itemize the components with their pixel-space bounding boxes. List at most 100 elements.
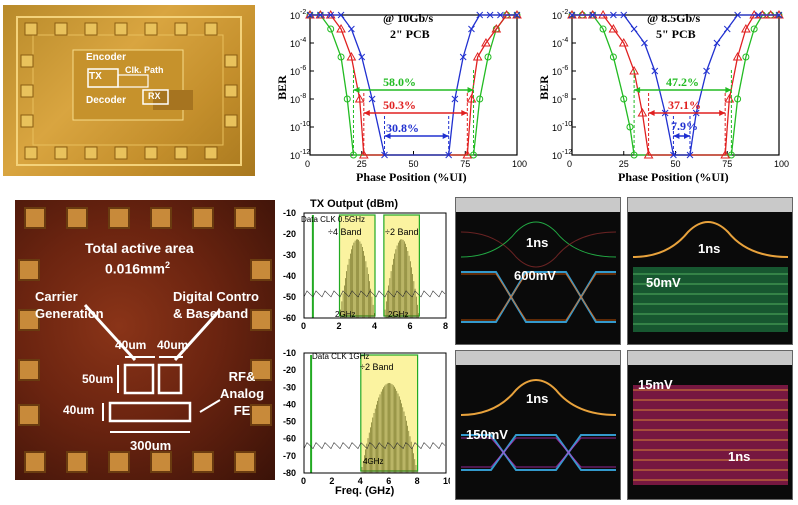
spectrum-svg: -10 -20 -30 -40 -50 -60 0 2 4 6 8 -10 -20 -30 -40 -50 -6… — [283, 208, 453, 486]
scope4-amp: 15mV — [638, 377, 673, 392]
scope3-amp: 150mV — [466, 427, 508, 442]
scope4-time: 1ns — [728, 449, 751, 464]
noise-floor — [303, 442, 446, 450]
chip-label-rx: RX — [148, 91, 161, 101]
ber2-ylabel: BER — [536, 75, 551, 100]
die-dim-300: 300um — [130, 438, 172, 453]
eye-diagram-50mv — [632, 221, 789, 332]
arrow-head-right — [461, 110, 468, 116]
data-point — [368, 95, 376, 103]
x-tick-label: 10 — [443, 476, 450, 486]
data-point — [476, 95, 484, 103]
die-photo-graphic — [18, 207, 272, 473]
scope-panel-1: 1ns 600mV — [455, 197, 621, 345]
y-tick-label: 10 — [290, 67, 300, 77]
y-tick-label: 10 — [290, 39, 300, 49]
x-tick-label: 0 — [305, 159, 310, 169]
x-tick-label: 50 — [671, 159, 681, 169]
data-point — [775, 11, 783, 19]
spectrum2-band-label: ÷2 Band — [360, 362, 394, 372]
y-tick-label: -10 — [283, 208, 296, 218]
data-point — [620, 11, 628, 19]
data-point — [734, 11, 741, 19]
data-point — [720, 149, 731, 159]
y-tick-exp: -10 — [300, 121, 310, 128]
data-point — [484, 53, 492, 61]
data-point — [346, 51, 357, 61]
data-point — [599, 25, 607, 33]
data-point — [741, 23, 751, 33]
arrow-head-right — [442, 133, 449, 139]
data-point — [481, 37, 491, 47]
x-tick-label: 0 — [301, 476, 306, 486]
spectrum1-band2-width: 2GHz — [388, 310, 409, 319]
data-point — [618, 37, 629, 47]
y-tick-exp: -4 — [300, 37, 306, 44]
y-tick-exp: -2 — [562, 9, 568, 16]
y-tick-exp: -12 — [300, 149, 310, 156]
die-area-label: Total active area — [85, 240, 194, 256]
data-point — [343, 95, 351, 103]
data-point — [337, 11, 345, 19]
y-tick-exp: -10 — [562, 121, 572, 128]
spectrum-title: TX Output (dBm) — [310, 198, 398, 210]
data-point — [462, 149, 473, 159]
arrow-head-left — [353, 87, 360, 93]
y-tick-label: 10 — [290, 151, 300, 161]
data-point — [626, 123, 634, 131]
y-tick-label: -50 — [283, 292, 296, 302]
x-tick-label: 100 — [774, 159, 789, 169]
x-tick-label: 2 — [337, 321, 342, 331]
data-point — [643, 149, 654, 159]
data-point — [670, 151, 677, 159]
ber1-opening-blue: 30.8% — [386, 121, 419, 135]
data-point — [732, 51, 743, 61]
data-point — [445, 151, 453, 159]
y-tick-label: 10 — [552, 39, 562, 49]
y-tick-label: 10 — [552, 11, 562, 21]
y-tick-label: -60 — [283, 434, 296, 444]
y-tick-label: -20 — [283, 365, 296, 375]
x-tick-label: 2 — [329, 476, 334, 486]
data-point — [358, 149, 369, 159]
y-tick-label: -40 — [283, 399, 296, 409]
x-tick-label: 4 — [358, 476, 363, 486]
scope-panel-3: 1ns 150mV — [455, 350, 621, 500]
y-tick-exp: -6 — [300, 65, 306, 72]
x-tick-label: 75 — [722, 159, 732, 169]
y-tick-label: 10 — [552, 95, 562, 105]
eye-diagram-15mv — [633, 385, 788, 485]
y-tick-exp: -4 — [562, 37, 568, 44]
data-point — [742, 53, 750, 61]
ber1-opening-red: 50.3% — [383, 98, 416, 112]
spectrum1-band2-label: ÷2 Band — [385, 227, 419, 237]
data-point — [472, 51, 483, 61]
band-highlight — [360, 354, 419, 472]
x-tick-label: 8 — [443, 321, 448, 331]
data-point — [608, 23, 619, 33]
data-point — [723, 25, 731, 33]
y-tick-label: -20 — [283, 229, 296, 239]
data-point — [750, 25, 758, 33]
data-point — [609, 53, 617, 61]
scope-toolbar — [456, 351, 620, 365]
y-tick-label: 10 — [552, 67, 562, 77]
spectrum2-xlabel: Freq. (GHz) — [335, 485, 395, 497]
scope2-time: 1ns — [698, 241, 721, 256]
ber1-xlabel: Phase Position (%UI) — [356, 170, 467, 184]
chip-label-decoder: Decoder — [86, 95, 127, 106]
ber1-opening-green: 58.0% — [383, 75, 416, 89]
data-point — [754, 11, 762, 19]
eye-diagram-600mv — [460, 221, 617, 323]
scope-panel-4: 15mV 1ns — [627, 350, 793, 500]
die-dim-40c: 40um — [63, 403, 95, 417]
ber2-opening-green: 47.2% — [666, 75, 699, 89]
data-point — [337, 53, 345, 61]
y-tick-exp: -2 — [300, 9, 306, 16]
y-tick-exp: -8 — [300, 93, 306, 100]
data-point — [641, 39, 648, 47]
y-tick-exp: -8 — [562, 93, 568, 100]
scope1-amp: 600mV — [514, 268, 556, 283]
scope1-time: 1ns — [526, 235, 549, 250]
data-point — [497, 11, 504, 19]
